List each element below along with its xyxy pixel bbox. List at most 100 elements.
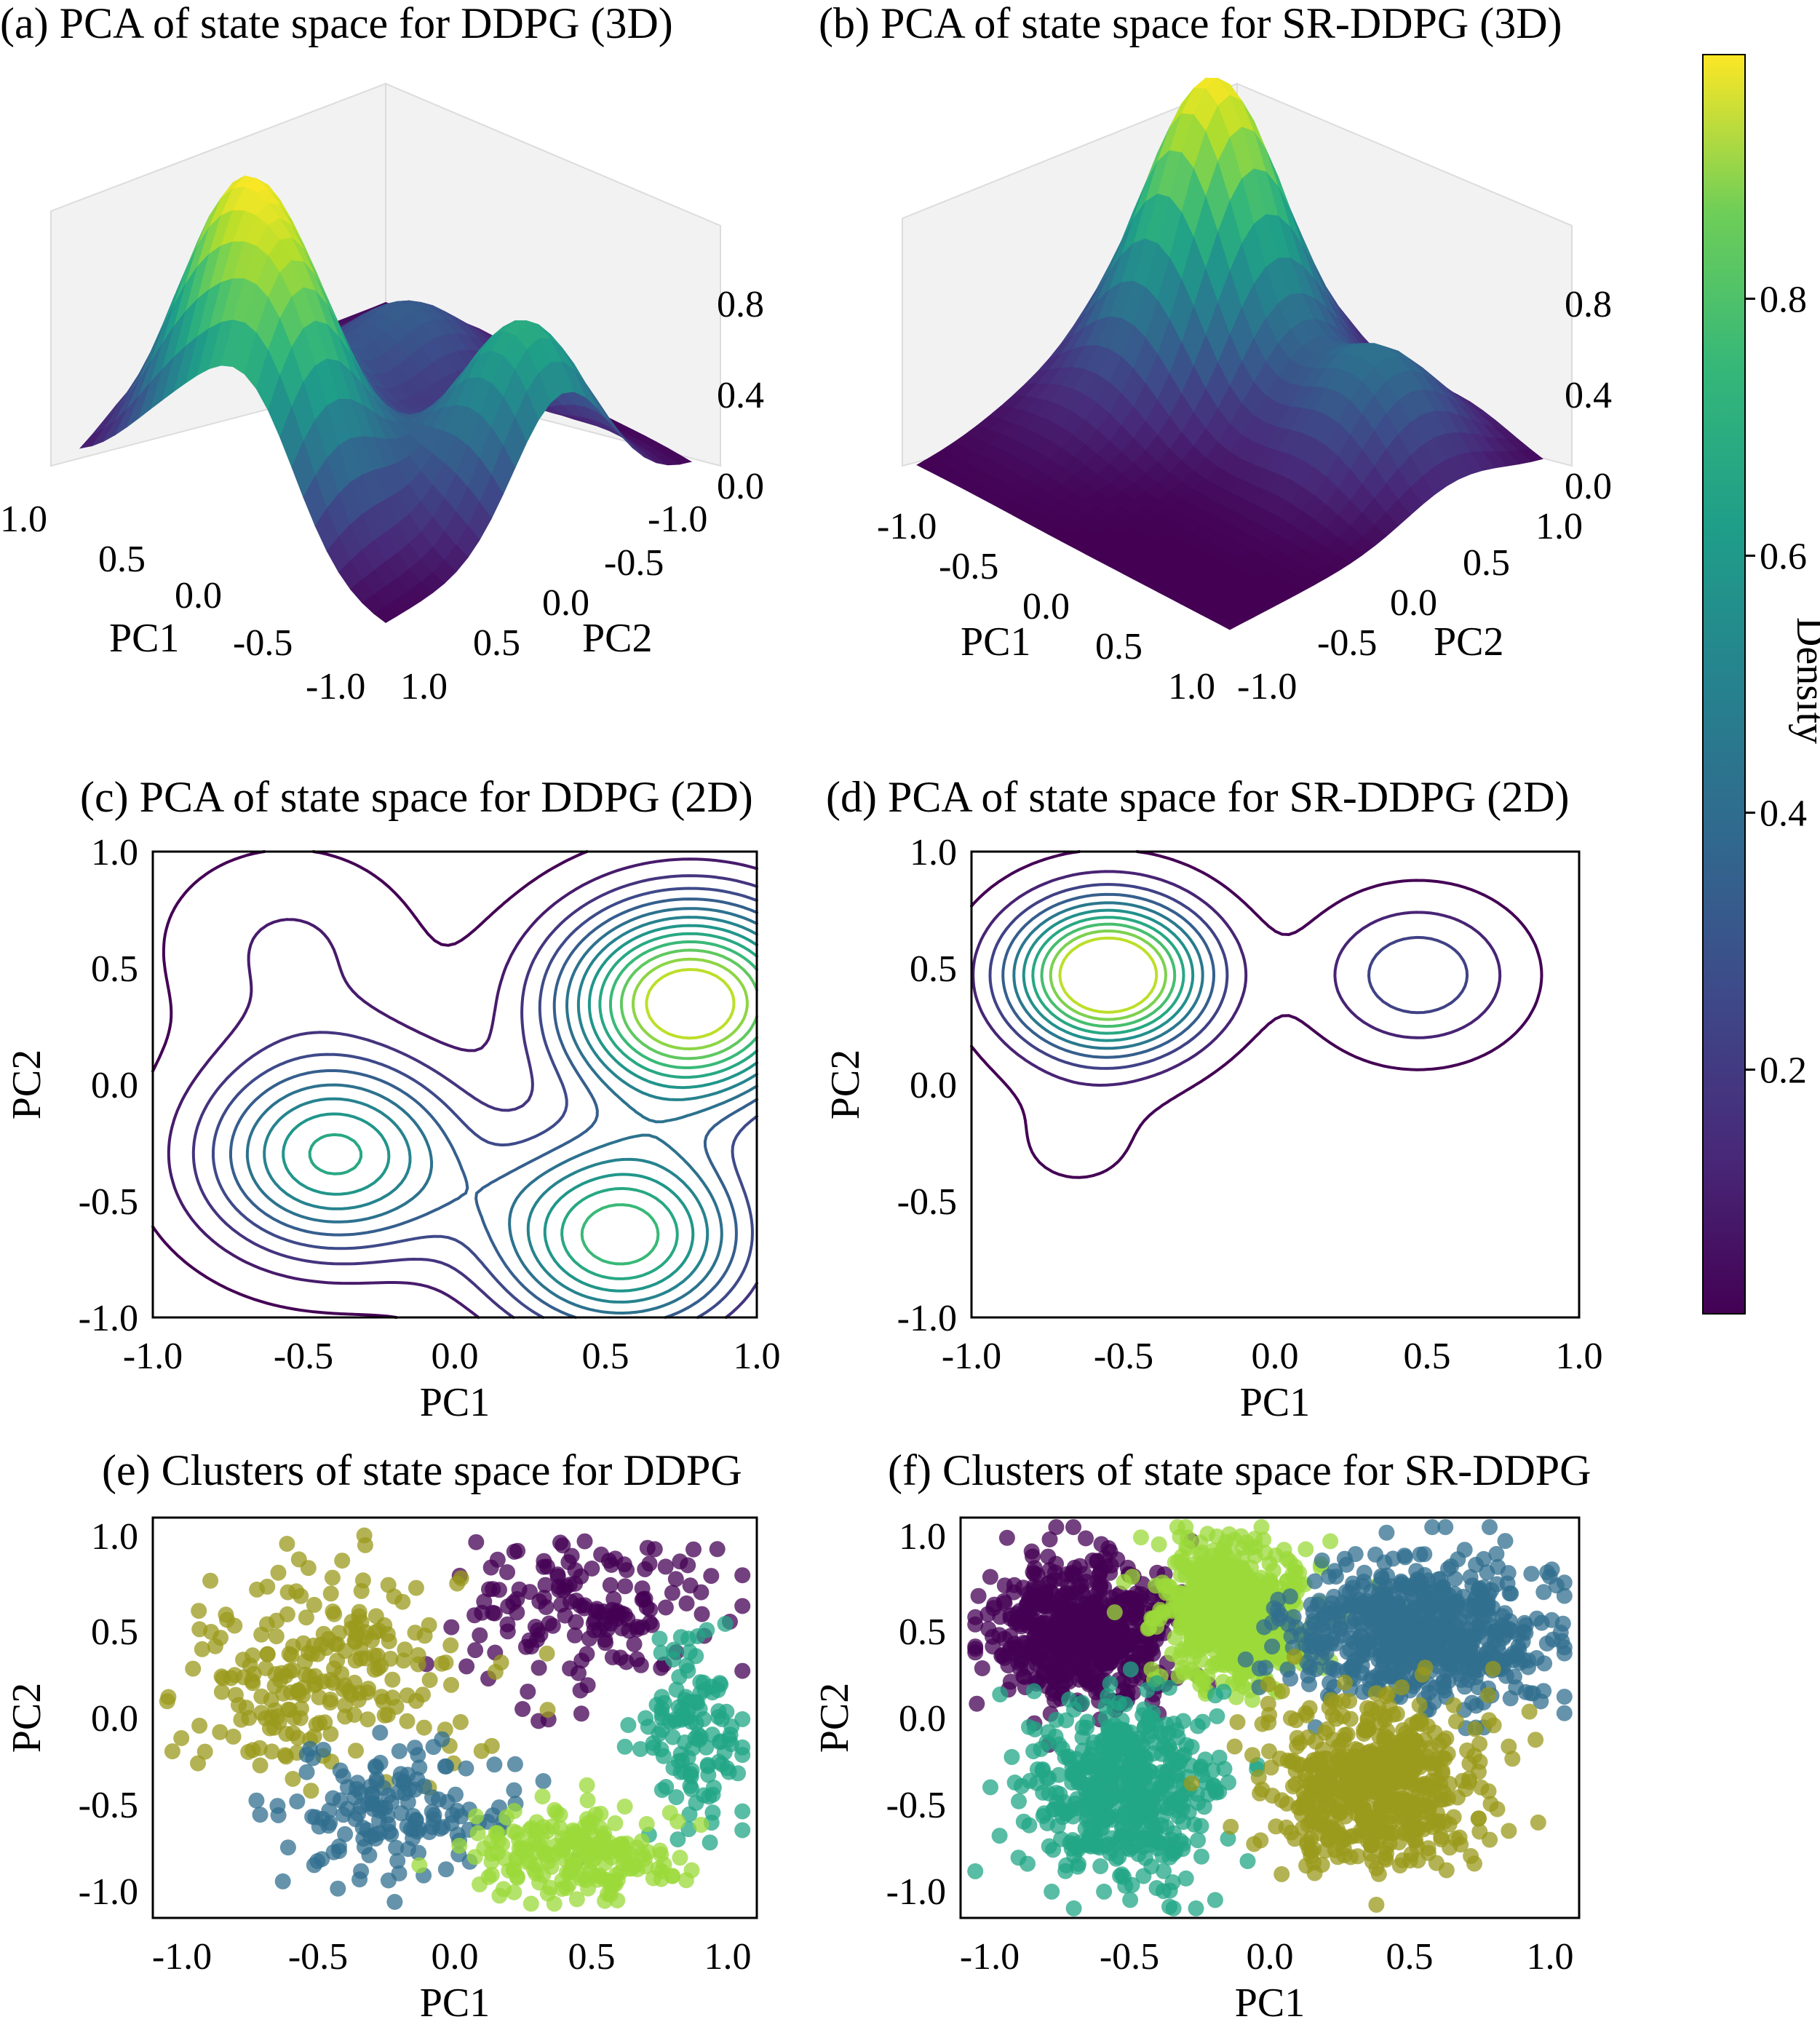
scatter-point xyxy=(607,1815,624,1831)
scatter-point xyxy=(619,1835,635,1852)
scatter-point xyxy=(653,1846,669,1863)
scatter-point xyxy=(437,1654,454,1671)
scatter-point xyxy=(506,1782,522,1799)
panel-a-xtick: -0.5 xyxy=(233,622,293,664)
scatter-point xyxy=(1116,1868,1132,1885)
panel-d-contours xyxy=(970,850,1543,1179)
scatter-point xyxy=(967,1644,984,1661)
scatter-point xyxy=(317,1714,333,1731)
scatter-point xyxy=(692,1729,709,1745)
scatter-point xyxy=(1115,1819,1132,1835)
scatter-point xyxy=(1030,1634,1047,1651)
scatter-point xyxy=(372,1724,389,1741)
scatter-point xyxy=(1247,1575,1263,1592)
scatter-point xyxy=(982,1779,998,1796)
scatter-point xyxy=(1040,1724,1057,1740)
panel-e-xtick: -1.0 xyxy=(152,1936,212,1978)
scatter-point xyxy=(661,1804,678,1821)
scatter-point xyxy=(1092,1858,1109,1874)
panel-a-xtick: 1.0 xyxy=(0,499,47,540)
scatter-point xyxy=(1375,1622,1391,1639)
scatter-point xyxy=(290,1683,306,1699)
scatter-point xyxy=(443,1815,460,1831)
scatter-point xyxy=(693,1584,710,1601)
scatter-point xyxy=(164,1743,180,1760)
panel-d-xtick: -0.5 xyxy=(1094,1336,1153,1377)
scatter-point xyxy=(1040,1548,1057,1565)
scatter-point xyxy=(1106,1604,1123,1621)
scatter-point xyxy=(1251,1660,1268,1677)
scatter-point xyxy=(1045,1841,1062,1858)
scatter-point xyxy=(289,1793,306,1809)
scatter-point xyxy=(1490,1644,1507,1660)
scatter-point xyxy=(332,1762,349,1779)
scatter-point xyxy=(1065,1645,1081,1662)
scatter-point xyxy=(285,1771,301,1787)
scatter-point xyxy=(1368,1896,1385,1913)
scatter-point xyxy=(723,1718,740,1735)
scatter-point xyxy=(307,1809,324,1825)
scatter-point xyxy=(1070,1855,1086,1872)
scatter-point xyxy=(1383,1662,1399,1679)
scatter-point xyxy=(1379,1567,1396,1584)
scatter-point xyxy=(506,1756,523,1772)
scatter-point xyxy=(196,1743,213,1760)
panel-e-ytick: -0.5 xyxy=(79,1785,138,1826)
scatter-point xyxy=(1470,1810,1487,1827)
scatter-point xyxy=(640,1844,656,1860)
scatter-point xyxy=(1264,1638,1281,1655)
scatter-point xyxy=(1342,1710,1359,1727)
scatter-point xyxy=(437,1758,453,1775)
scatter-point xyxy=(638,1816,655,1832)
scatter-point xyxy=(680,1557,696,1574)
scatter-point xyxy=(437,1861,454,1878)
scatter-point xyxy=(605,1590,622,1607)
scatter-point xyxy=(1301,1676,1317,1692)
scatter-point xyxy=(563,1863,579,1880)
panel-b-ytick: 1.0 xyxy=(1535,506,1583,547)
panel-b-ytick: -0.5 xyxy=(1317,622,1377,664)
panel-d-ytick: -1.0 xyxy=(897,1298,957,1339)
scatter-point xyxy=(643,1617,660,1633)
scatter-point xyxy=(1041,1769,1057,1786)
panel-c-xtick: 0.5 xyxy=(582,1336,629,1377)
scatter-point xyxy=(1057,1863,1074,1879)
scatter-point xyxy=(998,1529,1015,1546)
scatter-point xyxy=(1141,1763,1158,1780)
scatter-point xyxy=(1172,1617,1189,1633)
panel-a-ztick: 0.4 xyxy=(717,375,764,416)
scatter-point xyxy=(567,1576,584,1592)
scatter-point xyxy=(298,1609,314,1626)
scatter-point xyxy=(1464,1577,1481,1594)
scatter-point xyxy=(431,1791,447,1808)
scatter-point xyxy=(602,1577,619,1593)
scatter-point xyxy=(1517,1684,1534,1700)
scatter-point xyxy=(967,1863,984,1879)
scatter-point xyxy=(489,1825,506,1841)
scatter-point xyxy=(1047,1564,1063,1581)
scatter-point xyxy=(212,1724,229,1740)
panel-c-axes-frame xyxy=(151,850,758,1319)
scatter-point xyxy=(696,1787,712,1804)
scatter-point xyxy=(609,1604,626,1621)
scatter-point xyxy=(373,1689,390,1705)
scatter-point xyxy=(1002,1640,1019,1657)
scatter-point xyxy=(1102,1769,1119,1786)
scatter-point xyxy=(499,1623,516,1640)
scatter-point xyxy=(386,1894,403,1910)
panel-d-axes-frame xyxy=(970,850,1581,1319)
scatter-point xyxy=(520,1684,536,1700)
scatter-point xyxy=(734,1803,751,1820)
panel-e-ylabel: PC2 xyxy=(4,1683,49,1753)
scatter-point xyxy=(1080,1759,1097,1775)
panel-c-ylabel: PC2 xyxy=(4,1050,49,1120)
scatter-point xyxy=(645,1740,661,1756)
scatter-point xyxy=(1480,1783,1497,1799)
scatter-point xyxy=(1490,1558,1506,1575)
contour-level xyxy=(212,887,758,1319)
scatter-point xyxy=(1327,1569,1344,1585)
scatter-point xyxy=(667,1571,684,1587)
scatter-point xyxy=(717,1616,734,1632)
scatter-point xyxy=(1314,1552,1330,1569)
